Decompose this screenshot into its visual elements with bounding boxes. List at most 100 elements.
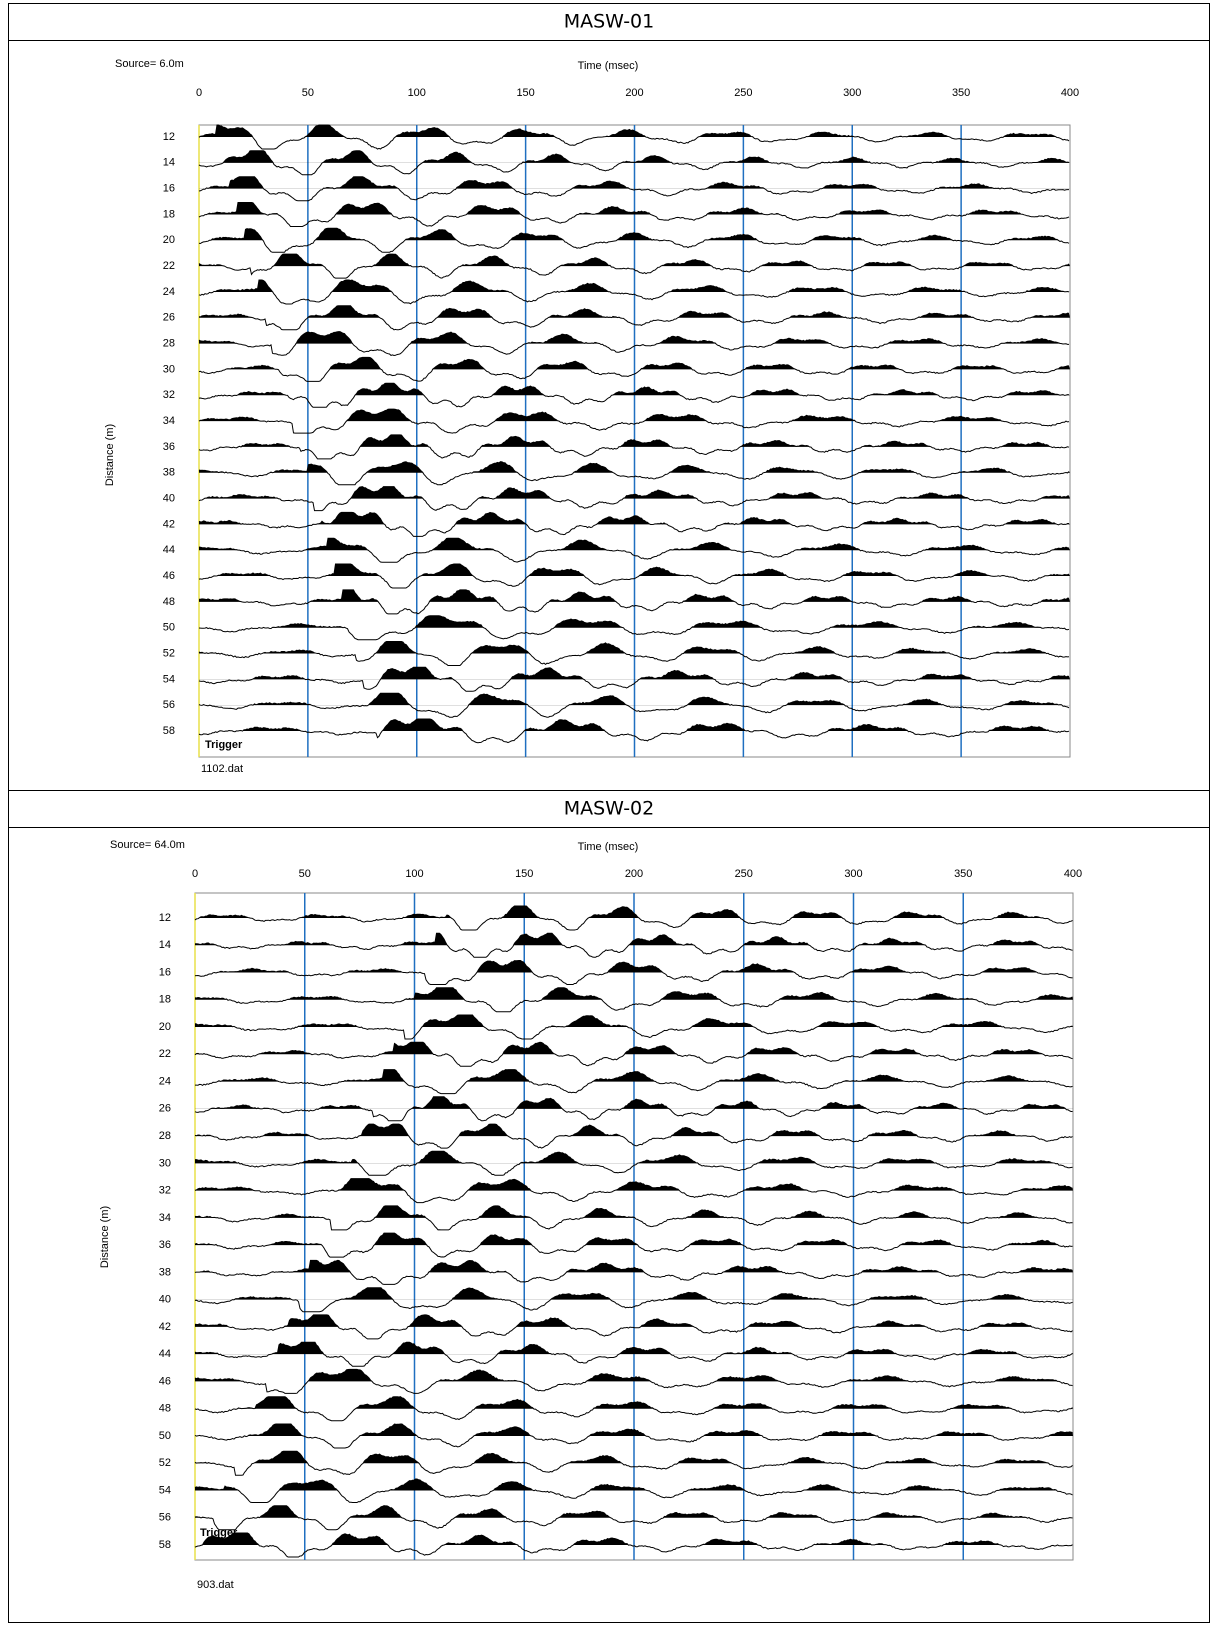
trace — [194, 1096, 1073, 1122]
y-tick-label: 46 — [163, 570, 175, 582]
x-tick-label: 150 — [515, 868, 533, 880]
y-tick-label: 56 — [159, 1512, 171, 1524]
trace-fill — [195, 906, 1073, 918]
trace-fill — [199, 461, 1070, 473]
y-tick-label: 14 — [163, 157, 175, 169]
x-tick-label: 0 — [192, 868, 198, 880]
trace — [194, 1396, 1073, 1422]
y-tick-label: 40 — [163, 492, 175, 504]
trace-fill — [199, 719, 1070, 731]
trace — [194, 1123, 1073, 1149]
x-tick-label: 400 — [1061, 87, 1079, 99]
y-tick-label: 36 — [159, 1239, 171, 1251]
trace — [194, 1232, 1073, 1258]
x-tick-label: 300 — [844, 868, 862, 880]
trace — [198, 486, 1070, 512]
y-tick-label: 30 — [159, 1157, 171, 1169]
x-axis-title: Time (msec) — [578, 841, 639, 853]
trace — [198, 461, 1070, 486]
y-tick-label: 48 — [159, 1403, 171, 1415]
trace-fill — [199, 176, 1070, 189]
trace — [198, 666, 1070, 692]
trace — [194, 960, 1073, 985]
y-tick-label: 32 — [159, 1185, 171, 1197]
trace-fill — [199, 331, 1070, 344]
trace — [194, 1041, 1073, 1067]
x-tick-label: 50 — [302, 87, 314, 99]
file-label: 903.dat — [197, 1579, 234, 1591]
y-tick-label: 26 — [159, 1103, 171, 1115]
x-tick-label: 150 — [516, 87, 534, 99]
trace-fill — [195, 1369, 1073, 1382]
y-tick-label: 28 — [159, 1130, 171, 1142]
trace — [194, 1368, 1073, 1394]
y-tick-label: 44 — [163, 544, 175, 556]
trace — [198, 641, 1070, 666]
trace — [194, 1532, 1073, 1558]
trace-fill — [199, 615, 1070, 628]
trace — [198, 176, 1069, 202]
trace — [194, 1205, 1073, 1231]
trace — [195, 1150, 1073, 1176]
trace-fill — [199, 434, 1070, 447]
y-tick-label: 48 — [163, 596, 175, 608]
y-tick-label: 18 — [163, 208, 175, 220]
trace-fill — [199, 667, 1070, 680]
panel-title: MASW-02 — [564, 798, 655, 820]
trace-fill — [199, 228, 1070, 241]
x-tick-label: 350 — [952, 87, 970, 99]
y-tick-label: 34 — [163, 415, 175, 427]
trace-fill — [195, 1451, 1073, 1464]
trace-fill — [199, 254, 1070, 267]
x-tick-label: 350 — [954, 868, 972, 880]
trace — [198, 718, 1070, 744]
y-tick-label: 44 — [159, 1348, 171, 1360]
y-tick-label: 14 — [159, 939, 171, 951]
trace — [198, 692, 1070, 718]
trace-fill — [195, 1260, 1073, 1273]
x-tick-label: 100 — [408, 87, 426, 99]
y-tick-label: 42 — [163, 518, 175, 530]
trace-fill — [199, 409, 1070, 422]
x-tick-label: 50 — [299, 868, 311, 880]
y-tick-label: 24 — [163, 286, 175, 298]
trace — [198, 434, 1070, 460]
trace — [194, 1450, 1073, 1476]
source-label: Source= 64.0m — [110, 839, 185, 851]
trace — [198, 331, 1069, 357]
trace — [194, 1178, 1073, 1204]
trace — [194, 1014, 1073, 1040]
y-tick-label: 22 — [163, 260, 175, 272]
trace — [198, 356, 1069, 382]
y-tick-label: 16 — [159, 966, 171, 978]
trace-fill — [195, 1205, 1073, 1218]
trace — [198, 563, 1070, 589]
trace-fill — [195, 933, 1073, 946]
y-tick-label: 30 — [163, 363, 175, 375]
y-tick-label: 46 — [159, 1375, 171, 1387]
y-tick-label: 58 — [159, 1539, 171, 1551]
trace-fill — [199, 486, 1070, 499]
file-label: 1102.dat — [201, 763, 243, 775]
trace — [194, 1259, 1073, 1285]
y-tick-label: 54 — [163, 673, 175, 685]
y-tick-label: 26 — [163, 312, 175, 324]
y-tick-label: 38 — [159, 1266, 171, 1278]
x-axis-title: Time (msec) — [578, 60, 639, 72]
trace-fill — [195, 1015, 1073, 1028]
trace — [198, 124, 1070, 150]
y-tick-label: 18 — [159, 994, 171, 1006]
y-tick-label: 36 — [163, 441, 175, 453]
trace-fill — [195, 1069, 1073, 1082]
trace-fill — [199, 383, 1070, 396]
trace — [198, 615, 1070, 641]
trace-fill — [195, 1505, 1073, 1518]
y-axis-title: Distance (m) — [104, 424, 116, 486]
trace — [198, 253, 1070, 279]
y-tick-label: 12 — [159, 912, 171, 924]
x-tick-label: 0 — [196, 87, 202, 99]
trace-fill — [199, 150, 1070, 163]
x-tick-label: 200 — [625, 87, 643, 99]
